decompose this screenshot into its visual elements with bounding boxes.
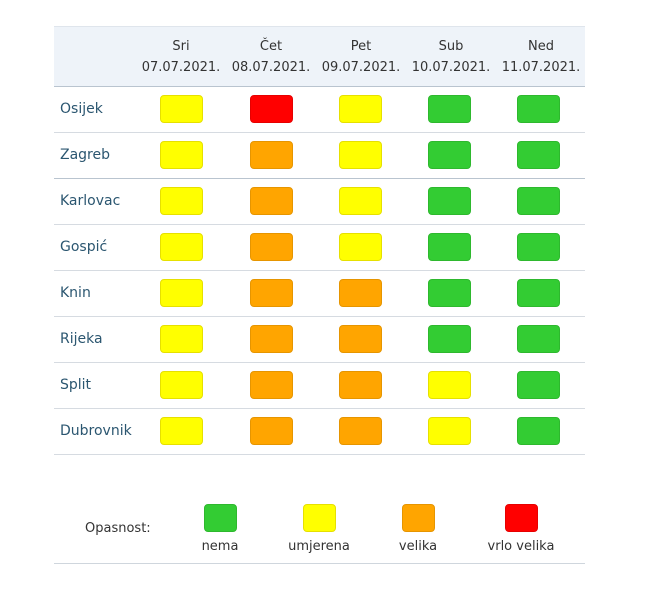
danger-legend: Opasnost: nema umjerena velika vrlo veli… — [54, 488, 585, 564]
table-row: Osijek — [54, 87, 585, 133]
legend-label-vrlo-velika: vrlo velika — [487, 539, 555, 554]
city-name: Knin — [60, 285, 91, 301]
danger-cell — [428, 279, 471, 307]
danger-cell — [428, 233, 471, 261]
danger-cell — [160, 187, 203, 215]
danger-cell — [517, 279, 560, 307]
city-name: Dubrovnik — [60, 423, 132, 439]
legend-swatch-umjerena — [302, 504, 336, 532]
city-name: Zagreb — [60, 147, 111, 163]
legend-label-nema: nema — [201, 539, 239, 554]
legend-swatch-velika — [401, 504, 435, 532]
danger-cell — [160, 233, 203, 261]
danger-cell — [250, 95, 293, 123]
danger-cell — [517, 187, 560, 215]
danger-cell — [160, 371, 203, 399]
danger-cell — [339, 325, 382, 353]
danger-cell — [160, 279, 203, 307]
city-name: Karlovac — [60, 193, 121, 209]
danger-cell — [250, 279, 293, 307]
table-row: Zagreb — [54, 133, 585, 179]
danger-cell — [250, 371, 293, 399]
danger-cell — [339, 141, 382, 169]
fire-danger-table: Sri 07.07.2021. Čet 08.07.2021. Pet 09.07.2… — [54, 26, 585, 455]
table-row: Dubrovnik — [54, 409, 585, 455]
day-header-cet: Čet 08.07.2021. — [231, 39, 311, 75]
table-row: Karlovac — [54, 179, 585, 225]
city-name: Gospić — [60, 239, 108, 255]
danger-cell — [517, 95, 560, 123]
legend-item-velika: velika — [368, 504, 468, 554]
danger-cell — [339, 371, 382, 399]
danger-cell — [250, 141, 293, 169]
legend-item-umjerena: umjerena — [269, 504, 369, 554]
legend-item-nema: nema — [170, 504, 270, 554]
legend-title: Opasnost: — [85, 521, 151, 536]
day-header-sri: Sri 07.07.2021. — [141, 39, 221, 75]
city-name: Osijek — [60, 101, 103, 117]
city-name: Split — [60, 377, 92, 393]
city-name: Rijeka — [60, 331, 103, 347]
danger-cell — [517, 325, 560, 353]
danger-cell — [339, 187, 382, 215]
danger-cell — [428, 141, 471, 169]
danger-cell — [339, 279, 382, 307]
danger-cell — [160, 141, 203, 169]
danger-cell — [250, 187, 293, 215]
table-row: Rijeka — [54, 317, 585, 363]
danger-cell — [517, 233, 560, 261]
danger-cell — [428, 417, 471, 445]
table-header: Sri 07.07.2021. Čet 08.07.2021. Pet 09.07.2… — [54, 26, 585, 87]
danger-cell — [428, 371, 471, 399]
danger-cell — [160, 95, 203, 123]
table-row: Split — [54, 363, 585, 409]
legend-label-velika: velika — [398, 539, 438, 554]
danger-cell — [160, 417, 203, 445]
danger-cell — [517, 371, 560, 399]
danger-cell — [339, 95, 382, 123]
danger-cell — [428, 187, 471, 215]
legend-swatch-nema — [203, 504, 237, 532]
legend-label-umjerena: umjerena — [288, 539, 350, 554]
legend-swatch-vrlo-velika — [504, 504, 538, 532]
danger-cell — [517, 141, 560, 169]
danger-cell — [428, 325, 471, 353]
day-header-ned: Ned 11.07.2021. — [501, 39, 581, 75]
danger-cell — [517, 417, 560, 445]
danger-cell — [428, 95, 471, 123]
danger-cell — [250, 233, 293, 261]
day-header-pet: Pet 09.07.2021. — [321, 39, 401, 75]
danger-cell — [250, 417, 293, 445]
table-row: Knin — [54, 271, 585, 317]
legend-item-vrlo-velika: vrlo velika — [471, 504, 571, 554]
danger-cell — [339, 417, 382, 445]
table-row: Gospić — [54, 225, 585, 271]
danger-cell — [160, 325, 203, 353]
danger-cell — [339, 233, 382, 261]
danger-cell — [250, 325, 293, 353]
day-header-sub: Sub 10.07.2021. — [411, 39, 491, 75]
